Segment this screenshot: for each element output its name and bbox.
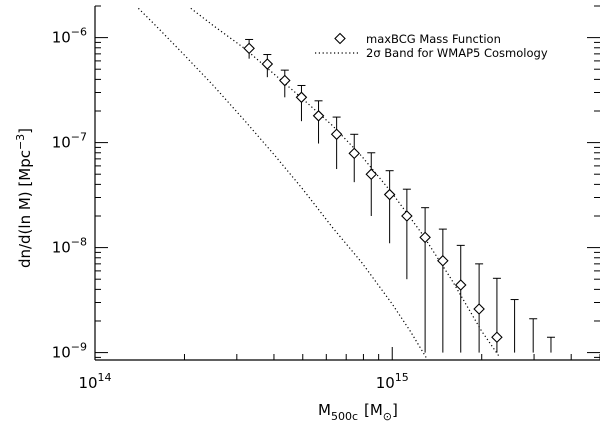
data-point-1 (243, 42, 255, 55)
data-point-11 (419, 231, 431, 244)
data-point-5 (312, 110, 325, 122)
data-point-15 (491, 331, 503, 344)
data-point-10 (401, 210, 413, 222)
y-tick-label-−8: 10−8 (52, 236, 87, 257)
data-points (243, 38, 555, 353)
y-axis-title: dn/d(ln M) [Mpc−3] (14, 128, 34, 268)
y-tick-label-−6: 10−6 (52, 26, 87, 47)
axes (94, 5, 600, 361)
y-tick-label-−9: 10−9 (52, 341, 87, 362)
band-curve-2 (190, 7, 501, 358)
data-point-13 (454, 279, 467, 291)
data-point-3 (279, 74, 291, 87)
data-point-6 (330, 128, 343, 141)
x-tick-label-15: 1015 (376, 371, 409, 392)
data-point-14 (473, 303, 485, 315)
band-curves (137, 7, 501, 358)
tick-labels: 1014 1015 10−9 10−8 10−7 10−6 (52, 26, 409, 392)
legend-diamond-marker (334, 32, 346, 45)
legend-label-wmap5: 2σ Band for WMAP5 Cosmology (366, 46, 548, 60)
data-point-9 (383, 188, 396, 201)
y-tick-label-−7: 10−7 (52, 131, 87, 152)
data-point-7 (348, 147, 361, 160)
x-axis-title: M500c [M⊙] (318, 401, 398, 423)
legend-label-maxbcg: maxBCG Mass Function (366, 32, 501, 46)
x-tick-label-14: 1014 (78, 371, 111, 392)
legend: maxBCG Mass Function 2σ Band for WMAP5 C… (315, 32, 548, 60)
data-point-2 (261, 58, 274, 70)
data-point-4 (295, 91, 308, 104)
band-curve-1 (137, 7, 427, 358)
data-point-12 (437, 254, 449, 267)
data-point-8 (365, 168, 378, 180)
